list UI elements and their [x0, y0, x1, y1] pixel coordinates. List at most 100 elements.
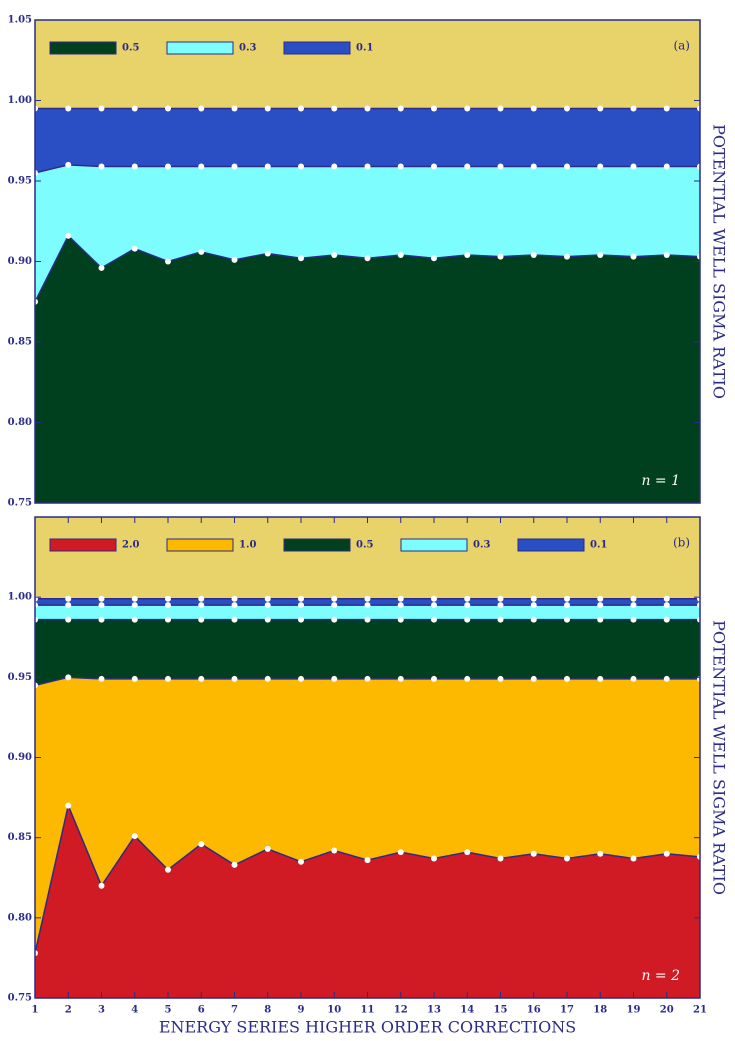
point — [597, 105, 604, 112]
point — [231, 675, 238, 682]
point — [198, 675, 205, 682]
point — [530, 616, 537, 623]
x-tick-label: 21 — [693, 1005, 707, 1016]
point — [464, 105, 471, 112]
point — [597, 252, 604, 259]
point — [397, 616, 404, 623]
x-tick-label: 18 — [593, 1005, 607, 1016]
point — [364, 255, 371, 262]
point — [65, 616, 72, 623]
point — [630, 595, 637, 602]
point — [264, 602, 271, 609]
point — [231, 163, 238, 170]
point — [464, 616, 471, 623]
x-tick-label: 8 — [264, 1005, 271, 1016]
point — [530, 675, 537, 682]
point — [264, 163, 271, 170]
point — [298, 595, 304, 602]
y-tick-label: 0.95 — [8, 176, 32, 187]
panel-label: (a) — [673, 39, 690, 53]
point — [564, 855, 570, 862]
y-tick-label: 0.80 — [8, 417, 32, 428]
point — [165, 675, 171, 682]
point — [564, 602, 570, 609]
point — [331, 616, 338, 623]
point — [98, 595, 105, 602]
y-axis-label: POTENTIAL WELL SIGMA RATIO — [710, 124, 729, 399]
point — [497, 602, 504, 609]
y-axis-label: POTENTIAL WELL SIGMA RATIO — [710, 620, 729, 895]
point — [497, 595, 504, 602]
point — [298, 616, 304, 623]
point — [65, 802, 72, 809]
point — [198, 616, 205, 623]
point — [231, 105, 238, 112]
y-tick-label: 0.80 — [8, 912, 32, 923]
point — [564, 105, 570, 112]
point — [431, 255, 437, 262]
y-tick-label: 0.85 — [8, 832, 32, 843]
point — [364, 163, 371, 170]
y-tick-label: 1.00 — [8, 95, 32, 106]
point — [165, 105, 171, 112]
point — [464, 163, 471, 170]
y-tick-label: 1.05 — [8, 15, 32, 26]
point — [165, 866, 171, 873]
x-tick-label: 6 — [198, 1005, 205, 1016]
point — [431, 616, 437, 623]
legend-label: 1.0 — [239, 540, 256, 551]
point — [564, 616, 570, 623]
point — [231, 595, 238, 602]
point — [397, 595, 404, 602]
legend-label: 0.1 — [590, 540, 607, 551]
point — [530, 105, 537, 112]
x-tick-label: 1 — [32, 1005, 39, 1016]
point — [331, 602, 338, 609]
point — [131, 595, 138, 602]
x-tick-label: 9 — [298, 1005, 305, 1016]
x-tick-label: 2 — [65, 1005, 72, 1016]
point — [131, 602, 138, 609]
point — [331, 847, 338, 854]
point — [231, 256, 238, 263]
annotation: n = 2 — [641, 968, 680, 984]
point — [331, 252, 338, 259]
legend-label: 0.1 — [356, 43, 373, 54]
legend-label: 0.5 — [356, 540, 373, 551]
point — [464, 595, 471, 602]
point — [231, 616, 238, 623]
point — [65, 232, 72, 239]
point — [431, 675, 437, 682]
point — [597, 616, 604, 623]
point — [530, 850, 537, 857]
point — [364, 616, 371, 623]
point — [65, 595, 72, 602]
point — [298, 105, 304, 112]
y-tick-label: 0.85 — [8, 337, 32, 348]
point — [564, 595, 570, 602]
point — [198, 163, 205, 170]
point — [597, 602, 604, 609]
point — [397, 675, 404, 682]
point — [663, 602, 670, 609]
annotation: n = 1 — [641, 473, 680, 489]
point — [298, 602, 304, 609]
area — [35, 619, 700, 686]
legend-swatch — [49, 538, 117, 552]
point — [331, 675, 338, 682]
point — [198, 105, 205, 112]
legend-swatch — [283, 41, 351, 55]
point — [98, 602, 105, 609]
point — [431, 595, 437, 602]
point — [298, 163, 304, 170]
point — [364, 857, 371, 864]
x-tick-label: 12 — [394, 1005, 408, 1016]
x-tick-label: 17 — [560, 1005, 574, 1016]
point — [165, 258, 171, 265]
point — [98, 616, 105, 623]
point — [131, 616, 138, 623]
point — [497, 163, 504, 170]
point — [464, 675, 471, 682]
point — [597, 163, 604, 170]
